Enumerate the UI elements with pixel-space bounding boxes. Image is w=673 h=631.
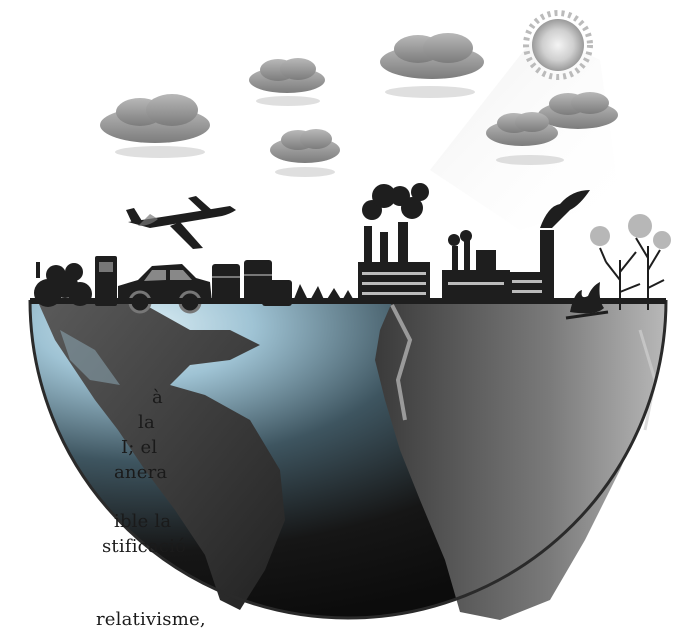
airplane-icon <box>126 196 236 249</box>
text-line: anera <box>114 462 168 483</box>
cloud-icon <box>486 112 564 165</box>
cloud-icon <box>100 94 210 158</box>
text-line: à <box>152 387 163 408</box>
cloud-icon <box>270 129 340 177</box>
text-line: I; el <box>121 437 158 458</box>
dead-trees-icon <box>599 237 665 310</box>
sun-icon <box>523 10 593 80</box>
factory-icon <box>442 230 510 304</box>
skyline <box>30 183 671 320</box>
text-line: stificació <box>102 536 187 557</box>
gas-pump-icon <box>95 256 117 306</box>
text-line: relativisme, <box>96 609 206 630</box>
fire-icon <box>565 282 609 320</box>
africa-continent <box>375 302 666 620</box>
globe <box>28 299 668 620</box>
text-line: ible la <box>114 511 172 532</box>
cloud-icon <box>380 33 484 98</box>
text-line: la <box>138 412 155 433</box>
factory-icon <box>358 183 430 304</box>
dead-trees-icon <box>590 214 671 249</box>
clouds <box>100 33 618 177</box>
cloud-icon <box>249 58 325 106</box>
cloud-icon <box>538 92 618 129</box>
ground-line <box>30 298 666 304</box>
